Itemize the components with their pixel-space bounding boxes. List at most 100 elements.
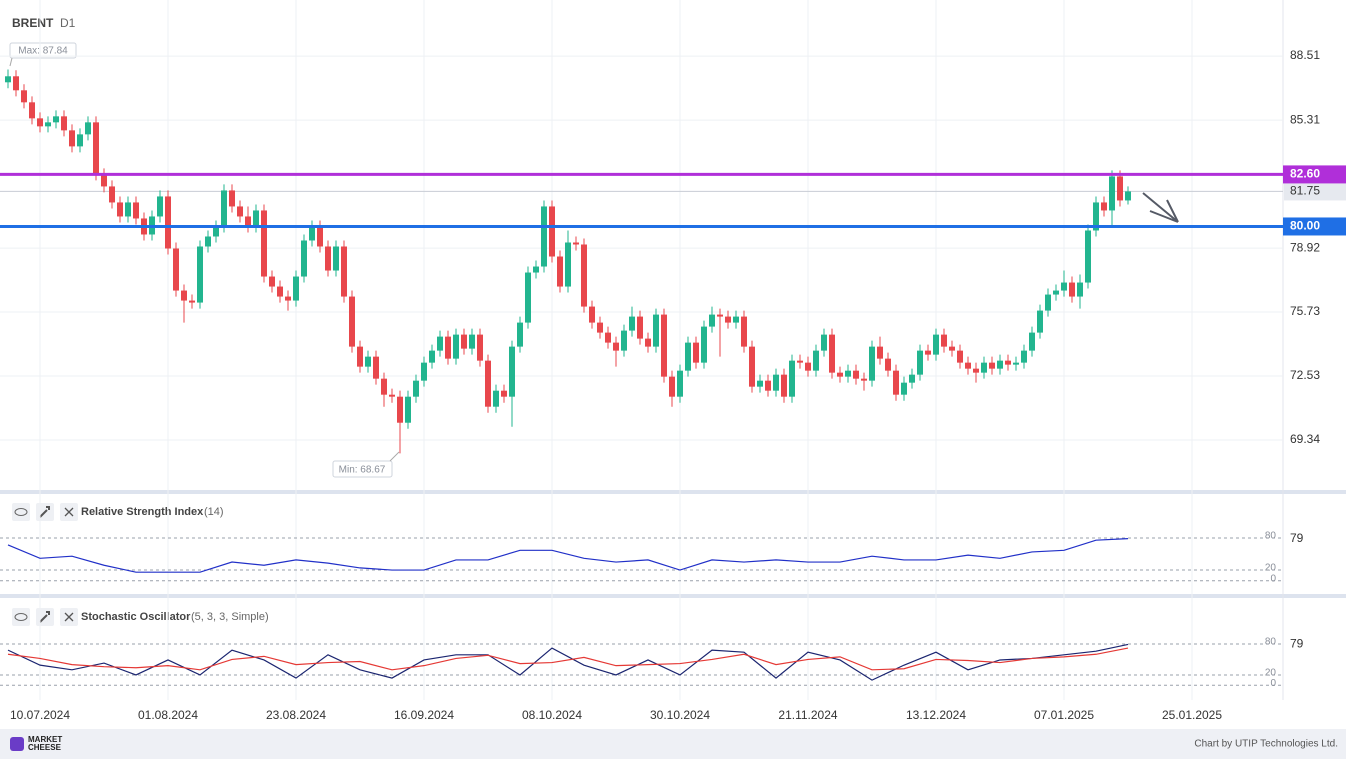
- candle-body: [109, 186, 115, 203]
- x-tick-label: 21.11.2024: [778, 708, 837, 722]
- candle-body: [829, 334, 835, 373]
- candle-body: [213, 226, 219, 237]
- candle-body: [357, 346, 363, 367]
- timeframe: D1: [60, 16, 76, 30]
- candle-body: [805, 362, 811, 371]
- indicator-line: [7, 643, 1129, 681]
- candle-body: [93, 122, 99, 175]
- candle-body: [253, 210, 259, 227]
- candle-body: [765, 380, 771, 391]
- max-annotation-pointer: [9, 57, 13, 67]
- candle-body: [533, 266, 539, 273]
- candle-body: [237, 206, 243, 217]
- x-tick-label: 25.01.2025: [1162, 708, 1222, 722]
- candle-body: [917, 350, 923, 375]
- arrow-drawing: [1142, 192, 1179, 223]
- candle-body: [901, 382, 907, 395]
- min-annotation-box: [332, 460, 393, 478]
- candle-body: [1013, 362, 1019, 365]
- candle-body: [733, 316, 739, 323]
- indicator-title: Relative Strength Index: [81, 506, 204, 518]
- candle-body: [645, 338, 651, 347]
- level-label-box: [1283, 217, 1346, 236]
- level-label: 80.00: [1290, 219, 1320, 233]
- candle-body: [757, 380, 763, 387]
- candle-body: [941, 334, 947, 347]
- candle-body: [421, 362, 427, 381]
- candle-body: [309, 226, 315, 241]
- candle-body: [157, 196, 163, 217]
- candle-body: [293, 276, 299, 301]
- credit: Chart by UTIP Technologies Ltd.: [1194, 739, 1338, 750]
- candle-body: [605, 332, 611, 343]
- eye-button[interactable]: [12, 608, 30, 626]
- candle-body: [837, 372, 843, 377]
- logo-text: CHEESE: [28, 743, 62, 752]
- candle-body: [1053, 290, 1059, 295]
- x-tick-label: 16.09.2024: [394, 708, 454, 722]
- candle-body: [493, 390, 499, 407]
- candle-body: [173, 248, 179, 291]
- x-tick-label: 08.10.2024: [522, 708, 582, 722]
- candle-body: [557, 256, 563, 287]
- candle-body: [501, 390, 507, 397]
- candle-body: [29, 102, 35, 119]
- last-value: 79: [1290, 531, 1304, 545]
- eye-icon: [14, 508, 28, 516]
- logo-icon: [10, 737, 24, 751]
- candle-body: [1005, 360, 1011, 365]
- candle-body: [301, 240, 307, 277]
- x-tick-label: 07.01.2025: [1034, 708, 1094, 722]
- last-value: 79: [1290, 637, 1304, 651]
- candle-body: [437, 336, 443, 351]
- candle-body: [781, 374, 787, 397]
- level-label: 80: [1265, 637, 1277, 648]
- candle-body: [189, 300, 195, 303]
- candle-body: [957, 350, 963, 363]
- candle-body: [741, 316, 747, 347]
- candle-body: [445, 336, 451, 359]
- candle-body: [509, 346, 515, 397]
- candle-body: [853, 370, 859, 379]
- candle-body: [693, 342, 699, 363]
- candle-body: [637, 316, 643, 339]
- candle-body: [813, 350, 819, 371]
- candle-body: [973, 368, 979, 373]
- x-tick-label: 10.07.2024: [10, 708, 70, 722]
- candle-body: [485, 360, 491, 407]
- candle-body: [349, 296, 355, 347]
- min-annotation-pointer: [389, 451, 400, 462]
- candle-body: [613, 342, 619, 351]
- candle-body: [389, 394, 395, 397]
- level-label: 0: [1270, 573, 1276, 584]
- candle-body: [117, 202, 123, 217]
- candle-body: [453, 334, 459, 359]
- candle-body: [429, 350, 435, 363]
- candle-body: [573, 242, 579, 245]
- candle-body: [629, 316, 635, 331]
- candle-body: [909, 374, 915, 383]
- candle-body: [773, 374, 779, 391]
- candle-body: [325, 246, 331, 271]
- indicator-line: [7, 647, 1129, 671]
- candle-body: [1093, 202, 1099, 231]
- candle-body: [181, 290, 187, 301]
- y-tick-label: 78.92: [1290, 240, 1320, 254]
- panel-separator: [0, 594, 1346, 598]
- candle-body: [789, 360, 795, 397]
- candle-body: [45, 122, 51, 127]
- candle-body: [245, 216, 251, 227]
- level-label: 20: [1265, 563, 1277, 574]
- candle-body: [933, 334, 939, 355]
- candle-body: [717, 314, 723, 317]
- y-tick-label: 85.31: [1290, 112, 1320, 126]
- candle-body: [101, 174, 107, 187]
- candle-body: [749, 346, 755, 387]
- candle-body: [1109, 176, 1115, 211]
- candle-body: [13, 76, 19, 91]
- eye-button[interactable]: [12, 503, 30, 521]
- candle-body: [21, 90, 27, 103]
- candle-body: [669, 376, 675, 397]
- candle-body: [373, 356, 379, 379]
- candle-body: [221, 190, 227, 227]
